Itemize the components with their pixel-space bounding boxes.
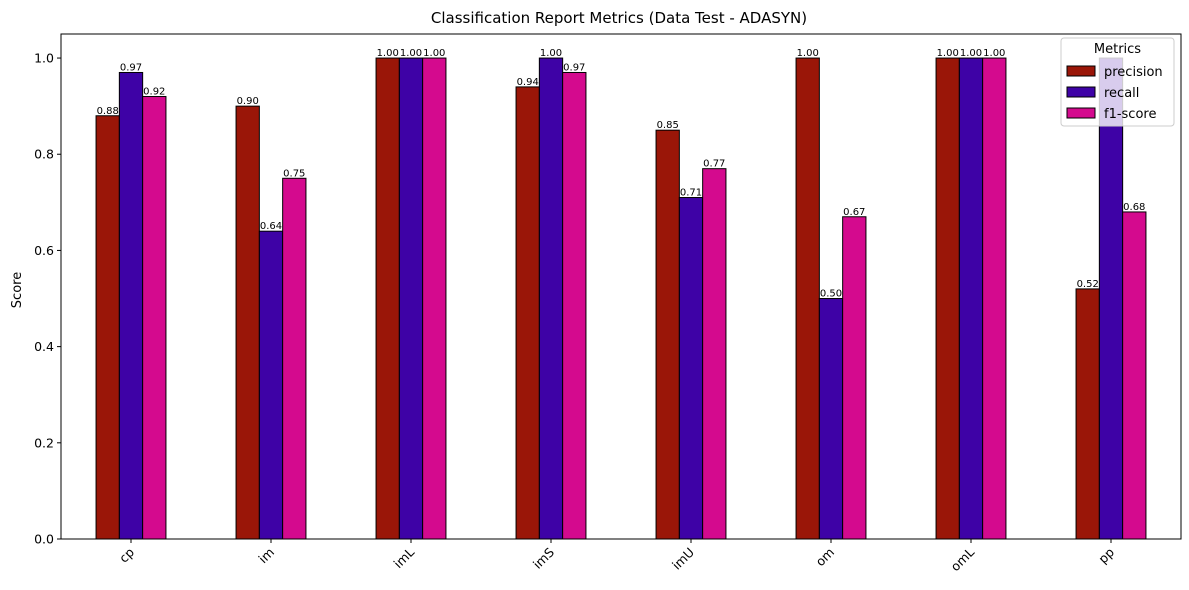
bar-f1-score-omL bbox=[982, 57, 1007, 540]
legend-swatch-recall bbox=[1066, 86, 1096, 98]
bar-recall-cp bbox=[118, 71, 144, 540]
bar-recall-imU bbox=[678, 197, 704, 540]
data-label-recall-imU: 0.71 bbox=[680, 188, 702, 199]
y-tick-label-2: 0.4 bbox=[34, 339, 54, 354]
bar-f1-score-om bbox=[842, 216, 867, 540]
legend-title: Metrics bbox=[1094, 42, 1141, 57]
bar-f1-score-imS bbox=[562, 71, 587, 540]
x-tick-label-imL: imL bbox=[391, 544, 418, 571]
x-tick-label-imU: imU bbox=[669, 545, 697, 573]
plot-frame bbox=[60, 33, 1182, 540]
y-tick-label-4: 0.8 bbox=[34, 147, 54, 162]
y-tick-label-5: 1.0 bbox=[34, 51, 54, 66]
data-label-precision-pp: 0.52 bbox=[1077, 279, 1099, 290]
bar-f1-score-pp bbox=[1122, 211, 1147, 540]
data-label-precision-imL: 1.00 bbox=[377, 48, 399, 59]
bar-recall-imL bbox=[398, 57, 424, 540]
legend-swatch-f1-score bbox=[1066, 107, 1096, 119]
data-label-precision-im: 0.90 bbox=[237, 96, 259, 107]
data-label-recall-imS: 1.00 bbox=[540, 48, 562, 59]
data-label-f1-score-imL: 1.00 bbox=[423, 48, 445, 59]
bar-recall-im bbox=[258, 230, 284, 540]
y-tick-label-3: 0.6 bbox=[34, 243, 54, 258]
data-label-f1-score-omL: 1.00 bbox=[983, 48, 1005, 59]
bar-f1-score-imU bbox=[702, 168, 727, 540]
data-label-precision-omL: 1.00 bbox=[937, 48, 959, 59]
x-tick-label-om: om bbox=[812, 545, 837, 570]
data-label-precision-imU: 0.85 bbox=[657, 120, 679, 131]
y-axis-label: Score bbox=[10, 272, 25, 308]
data-label-recall-im: 0.64 bbox=[260, 221, 282, 232]
data-label-recall-om: 0.50 bbox=[820, 289, 842, 300]
data-label-f1-score-cp: 0.92 bbox=[143, 87, 165, 98]
bar-precision-imU bbox=[655, 129, 680, 540]
bar-recall-om bbox=[818, 298, 844, 540]
data-label-f1-score-imS: 0.97 bbox=[563, 62, 585, 73]
bar-recall-pp bbox=[1098, 57, 1124, 540]
data-label-recall-cp: 0.97 bbox=[120, 62, 142, 73]
data-label-recall-omL: 1.00 bbox=[960, 48, 982, 59]
y-tick-label-1: 0.2 bbox=[34, 435, 54, 450]
x-tick-label-im: im bbox=[255, 545, 277, 567]
bar-f1-score-im bbox=[282, 177, 307, 540]
bar-f1-score-cp bbox=[142, 96, 167, 540]
data-label-f1-score-om: 0.67 bbox=[843, 207, 865, 218]
data-label-f1-score-imU: 0.77 bbox=[703, 159, 725, 170]
bar-precision-omL bbox=[935, 57, 960, 540]
bar-f1-score-imL bbox=[422, 57, 447, 540]
legend-label-precision: precision bbox=[1104, 65, 1163, 80]
chart-title: Classification Report Metrics (Data Test… bbox=[431, 9, 807, 27]
data-label-precision-cp: 0.88 bbox=[97, 106, 119, 117]
bar-precision-imS bbox=[515, 86, 540, 540]
bar-precision-cp bbox=[95, 115, 120, 540]
bar-precision-imL bbox=[375, 57, 400, 540]
data-label-recall-imL: 1.00 bbox=[400, 48, 422, 59]
bar-precision-pp bbox=[1075, 288, 1100, 540]
x-tick-label-imS: imS bbox=[530, 544, 557, 571]
data-label-precision-imS: 0.94 bbox=[517, 77, 539, 88]
data-label-f1-score-pp: 0.68 bbox=[1123, 202, 1145, 213]
bar-precision-im bbox=[235, 105, 260, 540]
x-tick-label-omL: omL bbox=[948, 544, 978, 574]
data-label-precision-om: 1.00 bbox=[797, 48, 819, 59]
legend-box bbox=[1060, 37, 1175, 127]
x-tick-label-pp: pp bbox=[1095, 544, 1117, 566]
bar-recall-imS bbox=[538, 57, 564, 540]
legend-label-f1-score: f1-score bbox=[1104, 107, 1156, 122]
bar-precision-om bbox=[795, 57, 820, 540]
legend: Metrics precision recall f1-score bbox=[1060, 37, 1175, 127]
data-label-f1-score-im: 0.75 bbox=[283, 168, 305, 179]
bar-recall-omL bbox=[958, 57, 984, 540]
y-tick-label-0: 0.0 bbox=[34, 532, 54, 547]
legend-swatch-precision bbox=[1066, 65, 1096, 77]
x-tick-label-cp: cp bbox=[116, 544, 137, 565]
legend-label-recall: recall bbox=[1104, 86, 1139, 101]
plot-area: 0.880.901.000.940.851.00 1.000.520.970.64… bbox=[34, 33, 1182, 574]
